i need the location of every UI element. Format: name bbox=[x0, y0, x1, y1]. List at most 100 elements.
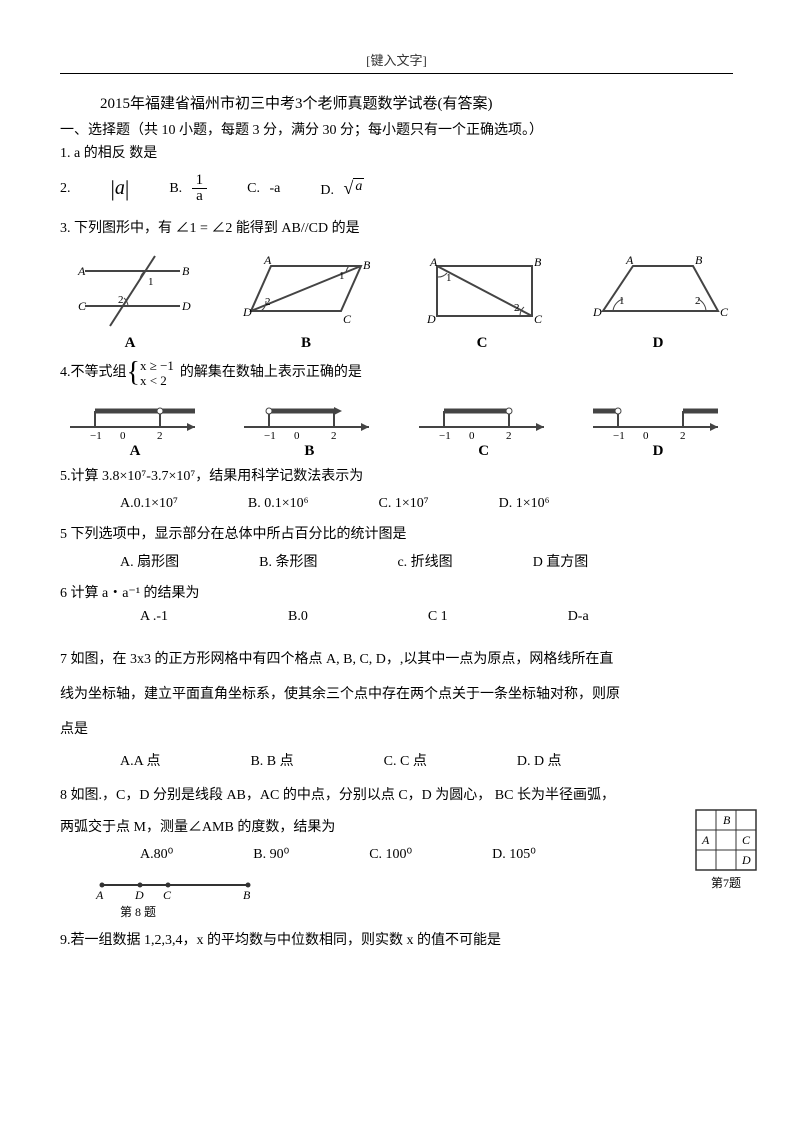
q7-grid-D: D bbox=[741, 853, 751, 867]
svg-text:2: 2 bbox=[118, 294, 124, 306]
q4-capC: C bbox=[409, 443, 559, 460]
q5b-D: D 直方图 bbox=[533, 551, 589, 571]
svg-text:B: B bbox=[363, 258, 371, 272]
q7-D: D. D 点 bbox=[517, 750, 562, 770]
svg-text:C: C bbox=[720, 305, 729, 319]
q5-text: 5.计算 3.8×10⁷-3.7×10⁷，结果用科学记数法表示为 bbox=[60, 466, 733, 488]
q3-diagrams: A B C D 1 2 A A B C D 1 2 B A bbox=[60, 251, 733, 352]
q1-text: 1. a 的相反 数是 bbox=[60, 143, 733, 165]
svg-text:A: A bbox=[625, 253, 634, 267]
q4-text: 4.不等式组 { x ≥ −1 x < 2 的解集在数轴上表示正确的是 bbox=[60, 358, 733, 389]
q2-optB-num: 1 bbox=[192, 173, 208, 189]
q8-line2: 两弧交于点 M，测量∠AMB 的度数，结果为 bbox=[60, 814, 733, 842]
q5b-C: c. 折线图 bbox=[397, 551, 452, 571]
q3-diagB: A B C D 1 2 B bbox=[231, 251, 381, 352]
q2-optB-label: B. bbox=[169, 181, 182, 196]
svg-text:2: 2 bbox=[331, 430, 337, 439]
q4-diagrams: −1 0 2 A −1 0 2 B −1 0 bbox=[60, 399, 733, 460]
q3-capD: D bbox=[583, 335, 733, 352]
q2-optD-label: D. bbox=[320, 183, 334, 198]
angle2: ∠2 bbox=[211, 221, 232, 236]
q7-B: B. B 点 bbox=[250, 750, 293, 770]
q3-text: 3. 下列图形中，有 ∠1 = ∠2 能得到 AB//CD 的是 bbox=[60, 218, 733, 240]
q2-optD: D. √ a bbox=[320, 178, 364, 199]
svg-text:A: A bbox=[77, 264, 86, 278]
q3-capC: C bbox=[412, 335, 552, 352]
q4-post: 的解集在数轴上表示正确的是 bbox=[180, 362, 362, 384]
q5b-A: A. 扇形图 bbox=[120, 551, 179, 571]
q7-grid-C: C bbox=[742, 833, 751, 847]
svg-text:A: A bbox=[429, 255, 438, 269]
q4-capB: B bbox=[234, 443, 384, 460]
radical-icon: √ bbox=[344, 178, 354, 199]
q8-line1: 8 如图.，C，D 分别是线段 AB，AC 的中点，分别以点 C，D 为圆心， … bbox=[60, 782, 733, 810]
svg-text:−1: −1 bbox=[264, 430, 276, 439]
q3-eq: = bbox=[200, 221, 208, 236]
q7-figure: B A C D 第7题 bbox=[694, 808, 758, 891]
q5b-options: A. 扇形图 B. 条形图 c. 折线图 D 直方图 bbox=[120, 551, 733, 571]
q7-grid-B: B bbox=[723, 813, 731, 827]
q2-optB-frac: 1 a bbox=[192, 173, 208, 204]
svg-text:2: 2 bbox=[680, 430, 686, 439]
brace-icon: { bbox=[127, 365, 140, 382]
q7-C: C. C 点 bbox=[384, 750, 427, 770]
q2-num: 2. bbox=[60, 181, 71, 197]
svg-text:C: C bbox=[163, 888, 172, 901]
q6-B: B.0 bbox=[288, 609, 308, 625]
header-rule bbox=[60, 73, 733, 74]
q8-fig-caption: 第 8 题 bbox=[120, 903, 733, 920]
svg-text:B: B bbox=[695, 253, 703, 267]
svg-text:1: 1 bbox=[148, 276, 154, 288]
q7-A: A.A 点 bbox=[120, 750, 160, 770]
svg-text:−1: −1 bbox=[613, 430, 625, 439]
q3-diagC: A B C D 1 2 C bbox=[412, 251, 552, 352]
q2-optD-rad: a bbox=[353, 178, 364, 195]
svg-text:2: 2 bbox=[695, 295, 701, 307]
svg-text:D: D bbox=[242, 305, 252, 319]
q4-diagD: −1 0 2 D bbox=[583, 399, 733, 460]
q8-B: B. 90⁰ bbox=[253, 846, 289, 863]
q7-line2: 线为坐标轴，建立平面直角坐标系，使其余三个点中存在两个点关于一条坐标轴对称，则原 bbox=[60, 680, 733, 711]
q2-optC: C. -a bbox=[247, 181, 280, 197]
svg-text:D: D bbox=[181, 299, 191, 313]
svg-text:A: A bbox=[95, 888, 104, 901]
q7-fig-caption: 第7题 bbox=[694, 874, 758, 891]
q3-diagD: A B C D 1 2 D bbox=[583, 251, 733, 352]
q5-B: B. 0.1×10⁶ bbox=[248, 496, 309, 512]
svg-text:D: D bbox=[426, 312, 436, 326]
q6-A: A .-1 bbox=[140, 609, 168, 625]
svg-text:−1: −1 bbox=[439, 430, 451, 439]
q4-capD: D bbox=[583, 443, 733, 460]
svg-text:D: D bbox=[592, 305, 602, 319]
q6-options: A .-1 B.0 C 1 D-a bbox=[140, 609, 733, 625]
q7-grid-A: A bbox=[701, 833, 710, 847]
q2-optA-abs: a bbox=[111, 176, 130, 202]
q4-ineq2: x < 2 bbox=[140, 373, 174, 389]
svg-text:B: B bbox=[243, 888, 251, 901]
svg-text:0: 0 bbox=[120, 430, 126, 439]
svg-text:1: 1 bbox=[339, 270, 345, 282]
svg-text:D: D bbox=[134, 888, 144, 901]
angle1: ∠1 bbox=[176, 221, 197, 236]
q3-post: 能得到 AB//CD 的是 bbox=[236, 221, 360, 236]
q8-D: D. 105⁰ bbox=[492, 846, 536, 863]
q2-optB-den: a bbox=[192, 189, 207, 204]
q7-options: A.A 点 B. B 点 C. C 点 D. D 点 bbox=[120, 750, 733, 770]
q8-C: C. 100⁰ bbox=[369, 846, 412, 863]
q9-text: 9.若一组数据 1,2,3,4，x 的平均数与中位数相同，则实数 x 的值不可能… bbox=[60, 930, 733, 952]
svg-text:1: 1 bbox=[619, 295, 625, 307]
q2-optC-val: -a bbox=[270, 181, 281, 196]
q4-pre: 4.不等式组 bbox=[60, 362, 127, 384]
svg-text:2: 2 bbox=[514, 302, 520, 314]
q8-figure: A D C B 第 8 题 bbox=[90, 875, 733, 920]
q2-optC-label: C. bbox=[247, 181, 260, 196]
q3-capA: A bbox=[60, 335, 200, 352]
q4-ineqs: x ≥ −1 x < 2 bbox=[140, 358, 174, 389]
q4-diagB: −1 0 2 B bbox=[234, 399, 384, 460]
q8-A: A.80⁰ bbox=[140, 846, 173, 863]
q4-diagA: −1 0 2 A bbox=[60, 399, 210, 460]
q5-options: A.0.1×10⁷ B. 0.1×10⁶ C. 1×10⁷ D. 1×10⁶ bbox=[120, 496, 733, 512]
q7-line1: 7 如图，在 3x3 的正方形网格中有四个格点 A, B, C, D，,以其中一… bbox=[60, 645, 733, 676]
q8-options: A.80⁰ B. 90⁰ C. 100⁰ D. 105⁰ bbox=[140, 846, 733, 863]
section-1-heading: 一、选择题（共 10 小题，每题 3 分，满分 30 分；每小题只有一个正确选项… bbox=[60, 119, 733, 139]
